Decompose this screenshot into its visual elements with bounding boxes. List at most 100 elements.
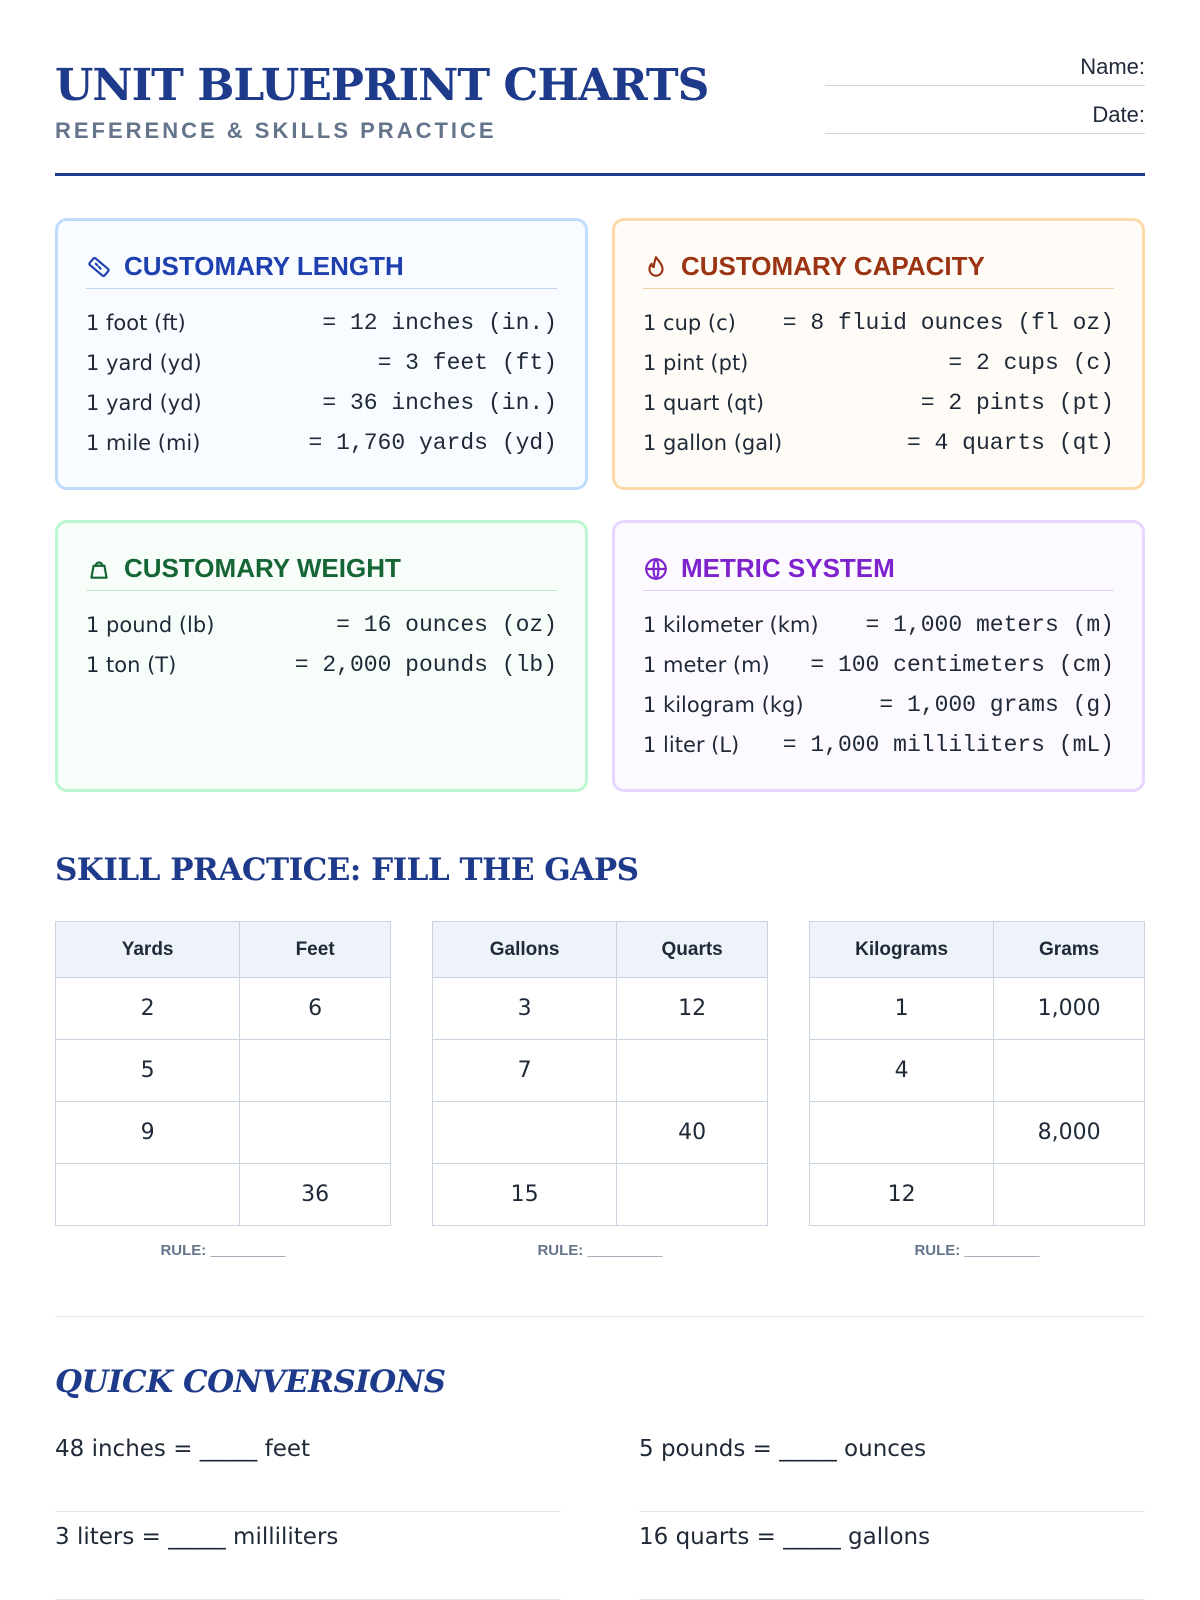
title: UNIT BLUEPRINT CHARTS bbox=[55, 60, 709, 111]
reference-card: CUSTOMARY LENGTH 1 foot (ft) = 12 inches (… bbox=[55, 218, 588, 490]
unit-label: 1 ton (T) bbox=[86, 653, 177, 677]
column-header: Gallons bbox=[431, 921, 618, 978]
rule-line: RULE: _________ bbox=[537, 1242, 663, 1259]
conversion-row: 1 yard (yd) = 3 feet (ft) bbox=[86, 343, 557, 383]
section-title: SKILL PRACTICE: FILL THE GAPS bbox=[55, 852, 639, 888]
unit-equivalent: = 1,000 grams (g) bbox=[879, 692, 1114, 718]
table-cell: 6 bbox=[239, 977, 391, 1040]
card-rows: 1 foot (ft) = 12 inches (in.) 1 yard (yd) =… bbox=[86, 303, 557, 463]
card-icon bbox=[648, 255, 664, 277]
reference-cards: CUSTOMARY LENGTH 1 foot (ft) = 12 inches (… bbox=[55, 218, 1145, 792]
blank-cell[interactable] bbox=[808, 1101, 995, 1164]
header-row: Yards Feet bbox=[54, 921, 391, 978]
unit-equivalent: = 12 inches (in.) bbox=[322, 310, 557, 336]
card-icon bbox=[645, 557, 667, 580]
practice-table: Yards Feet 2 6 5 9 36 bbox=[54, 921, 391, 1226]
table-cell: 12 bbox=[616, 977, 768, 1040]
reference-card: METRIC SYSTEM 1 kilometer (km) = 1,000 met… bbox=[612, 520, 1145, 792]
card-header: METRIC SYSTEM bbox=[643, 553, 1114, 591]
card-header: CUSTOMARY LENGTH bbox=[86, 251, 557, 289]
card-header: CUSTOMARY WEIGHT bbox=[86, 553, 557, 591]
table-cell: 1 bbox=[808, 977, 995, 1040]
conversion-row: 1 foot (ft) = 12 inches (in.) bbox=[86, 303, 557, 343]
rule-line: RULE: _________ bbox=[160, 1242, 286, 1259]
unit-label: 1 foot (ft) bbox=[86, 311, 186, 335]
card-rows: 1 kilometer (km) = 1,000 meters (m) 1 mete… bbox=[643, 605, 1114, 765]
unit-label: 1 cup (c) bbox=[643, 311, 736, 335]
unit-equivalent: = 1,000 meters (m) bbox=[865, 612, 1114, 638]
conversion-row: 1 pound (lb) = 16 ounces (oz) bbox=[86, 605, 557, 645]
reference-card: CUSTOMARY CAPACITY 1 cup (c) = 8 fluid oun… bbox=[612, 218, 1145, 490]
unit-label: 1 gallon (gal) bbox=[643, 431, 783, 455]
conversion-row: 1 quart (qt) = 2 pints (pt) bbox=[643, 383, 1114, 423]
blank-cell[interactable] bbox=[616, 1039, 768, 1102]
table-cell: 5 bbox=[54, 1039, 241, 1102]
unit-label: 1 kilogram (kg) bbox=[643, 693, 804, 717]
card-icon bbox=[88, 256, 110, 277]
name-field: Date: bbox=[825, 88, 1145, 134]
unit-equivalent: = 2 pints (pt) bbox=[920, 390, 1114, 416]
table-row: 4 bbox=[808, 1039, 1145, 1102]
conversion-question: 3 liters = _____ milliliters bbox=[55, 1512, 561, 1600]
conversion-row: 1 liter (L) = 1,000 milliliters (mL) bbox=[643, 725, 1114, 765]
conversion-row: 1 pint (pt) = 2 cups (c) bbox=[643, 343, 1114, 383]
unit-equivalent: = 1,760 yards (yd) bbox=[308, 430, 557, 456]
conversion-row: 1 gallon (gal) = 4 quarts (qt) bbox=[643, 423, 1114, 463]
blank-cell[interactable] bbox=[431, 1101, 618, 1164]
card-header: CUSTOMARY CAPACITY bbox=[643, 251, 1114, 289]
conversion-row: 1 yard (yd) = 36 inches (in.) bbox=[86, 383, 557, 423]
table-row: 12 bbox=[808, 1163, 1145, 1226]
table-row: 15 bbox=[431, 1163, 768, 1226]
blank-cell[interactable] bbox=[993, 1163, 1145, 1226]
unit-label: 1 yard (yd) bbox=[86, 391, 202, 415]
table-wrap: Yards Feet 2 6 5 9 36 RULE: _________ bbox=[54, 921, 391, 1259]
table-wrap: Kilograms Grams 1 1,000 4 8,000 12 RULE: ______… bbox=[808, 921, 1145, 1259]
unit-label: 1 pound (lb) bbox=[86, 613, 215, 637]
reference-card: CUSTOMARY WEIGHT 1 pound (lb) = 16 ounces … bbox=[55, 520, 588, 792]
blank-cell[interactable] bbox=[239, 1039, 391, 1102]
card-title: CUSTOMARY WEIGHT bbox=[124, 553, 401, 583]
table-wrap: Gallons Quarts 3 12 7 40 15 RULE: _________ bbox=[431, 921, 768, 1259]
table-cell: 1,000 bbox=[993, 977, 1145, 1040]
name-field: Name: bbox=[825, 40, 1145, 86]
table-row: 36 bbox=[54, 1163, 391, 1226]
card-icon bbox=[90, 560, 108, 579]
table-row: 40 bbox=[431, 1101, 768, 1164]
table-row: 9 bbox=[54, 1101, 391, 1164]
blank-cell[interactable] bbox=[239, 1101, 391, 1164]
conversion-row: 1 kilometer (km) = 1,000 meters (m) bbox=[643, 605, 1114, 645]
card-title: CUSTOMARY CAPACITY bbox=[681, 251, 985, 281]
unit-label: 1 kilometer (km) bbox=[643, 613, 819, 637]
conversion-row: 1 ton (T) = 2,000 pounds (lb) bbox=[86, 645, 557, 685]
conversion-question: 48 inches = _____ feet bbox=[55, 1424, 561, 1512]
conversion-row: 1 mile (mi) = 1,760 yards (yd) bbox=[86, 423, 557, 463]
subtitle: REFERENCE & SKILLS PRACTICE bbox=[55, 118, 497, 143]
conversion-row: 1 kilogram (kg) = 1,000 grams (g) bbox=[643, 685, 1114, 725]
blank-cell[interactable] bbox=[54, 1163, 241, 1226]
conversion-row: 1 meter (m) = 100 centimeters (cm) bbox=[643, 645, 1114, 685]
card-title: CUSTOMARY LENGTH bbox=[124, 251, 404, 281]
unit-label: 1 pint (pt) bbox=[643, 351, 749, 375]
table-cell: 4 bbox=[808, 1039, 995, 1102]
table-row: 5 bbox=[54, 1039, 391, 1102]
card-title: METRIC SYSTEM bbox=[681, 553, 895, 583]
practice-table: Gallons Quarts 3 12 7 40 15 bbox=[431, 921, 768, 1226]
column-header: Feet bbox=[239, 921, 391, 978]
table-row: 1 1,000 bbox=[808, 977, 1145, 1040]
unit-label: 1 yard (yd) bbox=[86, 351, 202, 375]
unit-equivalent: = 100 centimeters (cm) bbox=[810, 652, 1114, 678]
unit-label: 1 quart (qt) bbox=[643, 391, 765, 415]
table-cell: 15 bbox=[431, 1163, 618, 1226]
table-row: 8,000 bbox=[808, 1101, 1145, 1164]
column-header: Yards bbox=[54, 921, 241, 978]
table-cell: 36 bbox=[239, 1163, 391, 1226]
blank-cell[interactable] bbox=[616, 1163, 768, 1226]
practice-tables: Yards Feet 2 6 5 9 36 RULE: _________ Gallons Qua… bbox=[54, 921, 1145, 1259]
blank-cell[interactable] bbox=[993, 1039, 1145, 1102]
unit-equivalent: = 16 ounces (oz) bbox=[336, 612, 557, 638]
column-header: Grams bbox=[993, 921, 1145, 978]
table-row: 7 bbox=[431, 1039, 768, 1102]
rule-line: RULE: _________ bbox=[914, 1242, 1040, 1259]
